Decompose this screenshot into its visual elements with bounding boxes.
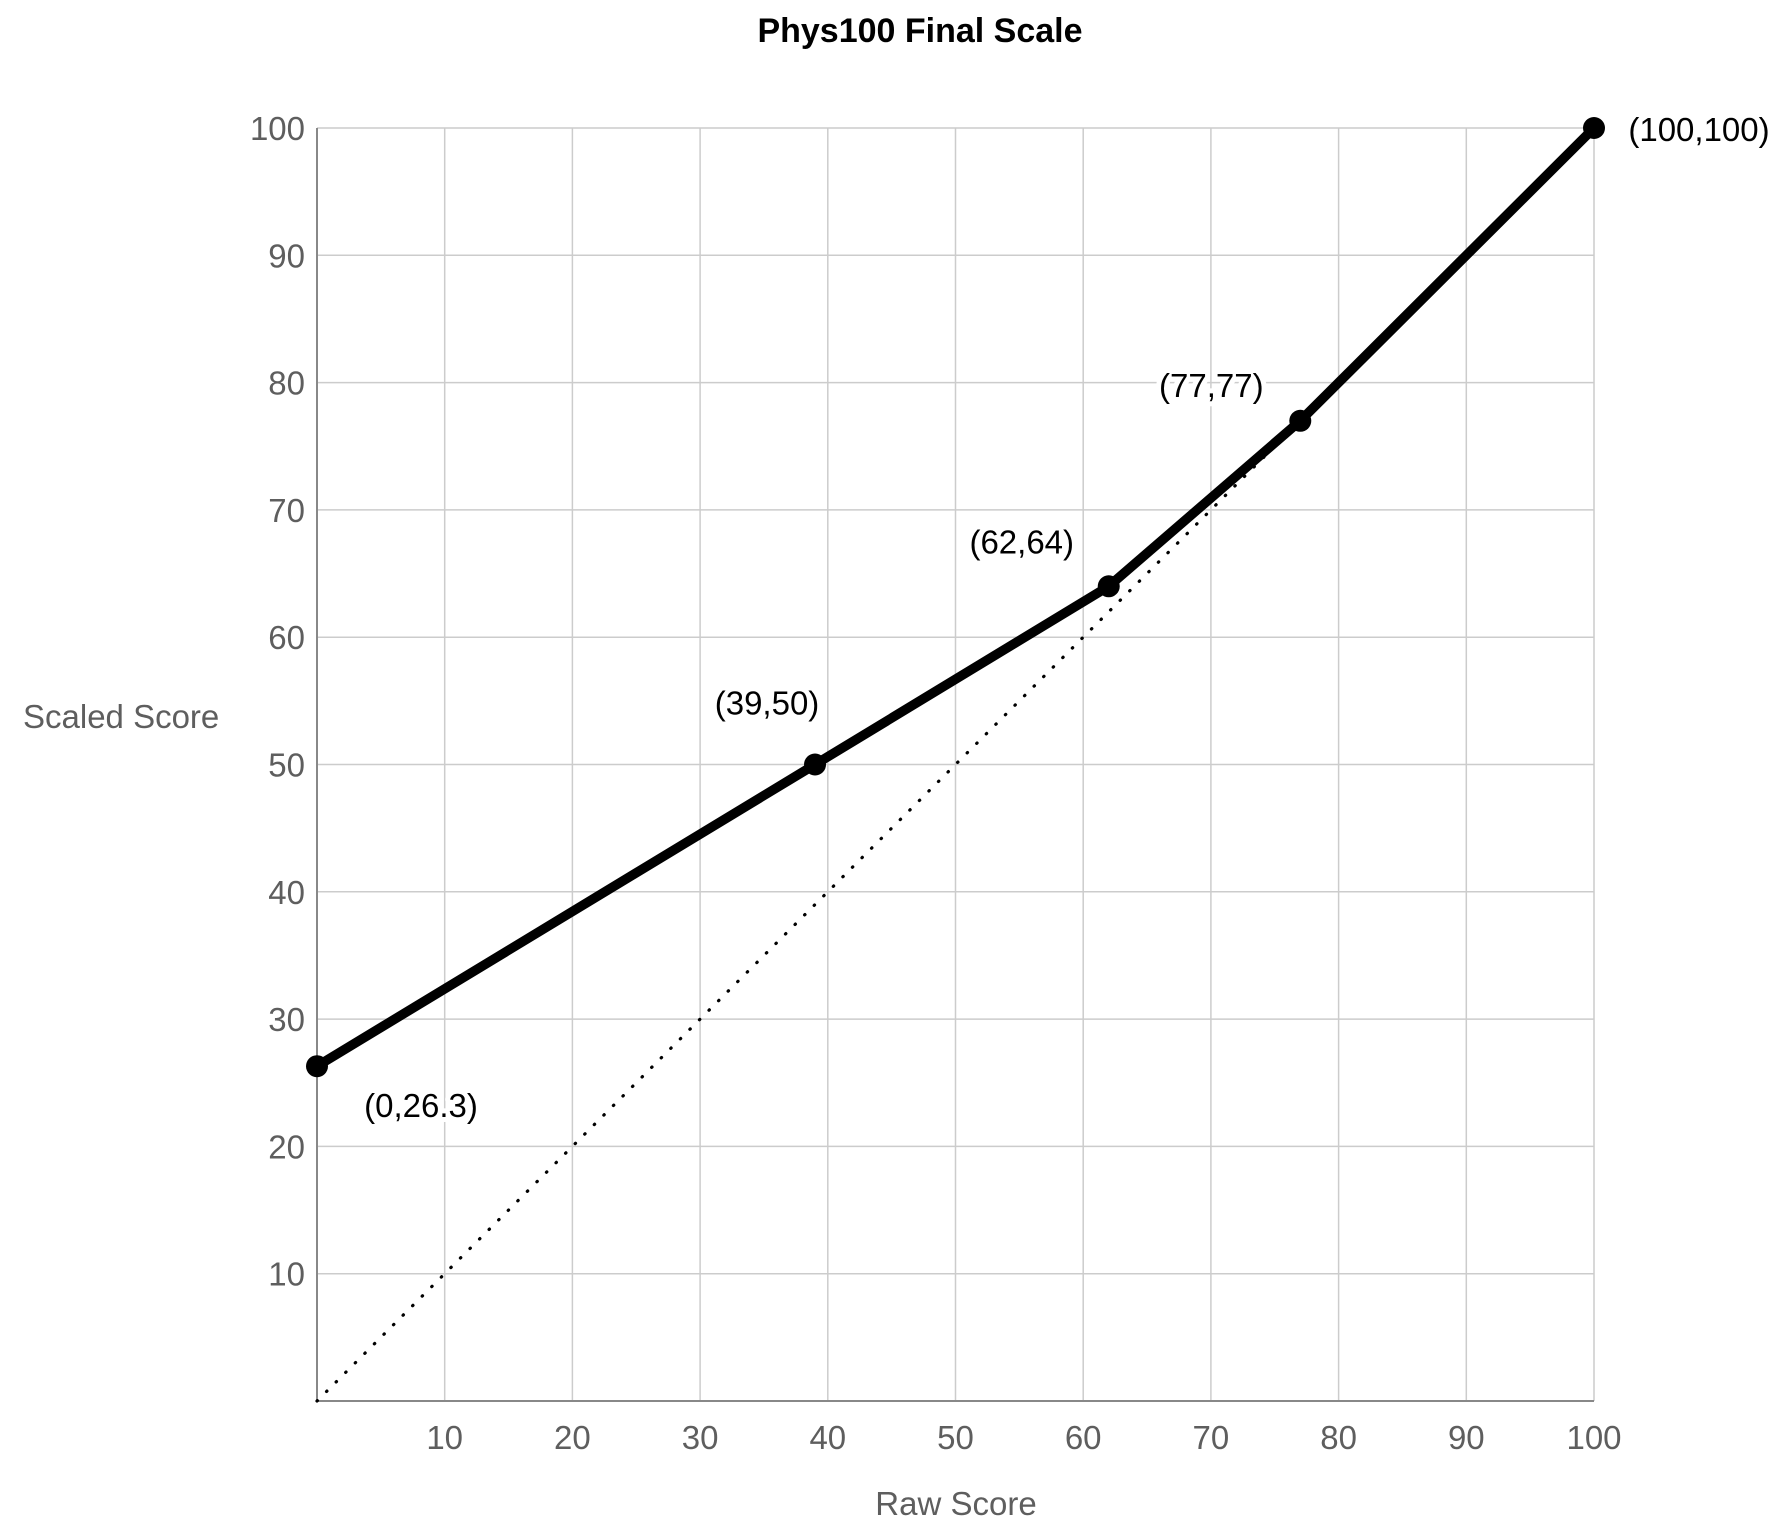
point-label: (0,26.3) xyxy=(364,1087,478,1124)
point-label: (39,50) xyxy=(715,685,820,722)
y-tick-label: 30 xyxy=(268,1001,305,1038)
x-tick-label: 10 xyxy=(426,1419,463,1456)
y-tick-label: 100 xyxy=(250,110,305,147)
x-tick-label: 80 xyxy=(1320,1419,1357,1456)
axis-layer xyxy=(316,128,1594,1402)
y-tick-label: 80 xyxy=(268,365,305,402)
grid-layer xyxy=(317,127,1595,1401)
data-point-marker xyxy=(306,1055,328,1078)
point-label: (62,64) xyxy=(969,523,1074,560)
y-tick-label: 70 xyxy=(268,492,305,529)
x-tick-label: 30 xyxy=(682,1419,719,1456)
x-tick-label: 40 xyxy=(809,1419,846,1456)
x-tick-label: 70 xyxy=(1193,1419,1230,1456)
data-point-marker xyxy=(804,753,827,776)
x-tick-label: 20 xyxy=(554,1419,591,1456)
point-label: (77,77) xyxy=(1159,367,1264,404)
y-tick-label: 50 xyxy=(268,747,305,784)
y-tick-label: 90 xyxy=(268,237,305,274)
x-tick-label: 100 xyxy=(1566,1419,1621,1456)
point-label: (100,100) xyxy=(1628,111,1769,148)
data-point-marker xyxy=(1583,117,1605,139)
y-tick-label: 60 xyxy=(268,619,305,656)
x-tick-label: 50 xyxy=(937,1419,974,1456)
annotation-layer: (0,26.3) (39,50) (62,64) (77,77) (100,100) xyxy=(359,106,1775,1129)
x-axis-title: Raw Score xyxy=(875,1485,1036,1522)
series-layer xyxy=(306,117,1605,1403)
chart-title: Phys100 Final Scale xyxy=(757,12,1082,50)
y-tick-label: 10 xyxy=(268,1256,305,1293)
tick-label-layer: 10 20 30 40 50 60 70 80 90 100 10 20 30 40 50 60 70 80 90 1… xyxy=(250,110,1622,1456)
data-point-marker xyxy=(1289,409,1312,432)
y-tick-label: 20 xyxy=(268,1128,305,1165)
x-tick-label: 60 xyxy=(1065,1419,1102,1456)
y-axis-title: Scaled Score xyxy=(23,698,219,735)
y-tick-label: 40 xyxy=(268,874,305,911)
x-tick-label: 90 xyxy=(1448,1419,1485,1456)
data-point-marker xyxy=(1097,575,1120,598)
